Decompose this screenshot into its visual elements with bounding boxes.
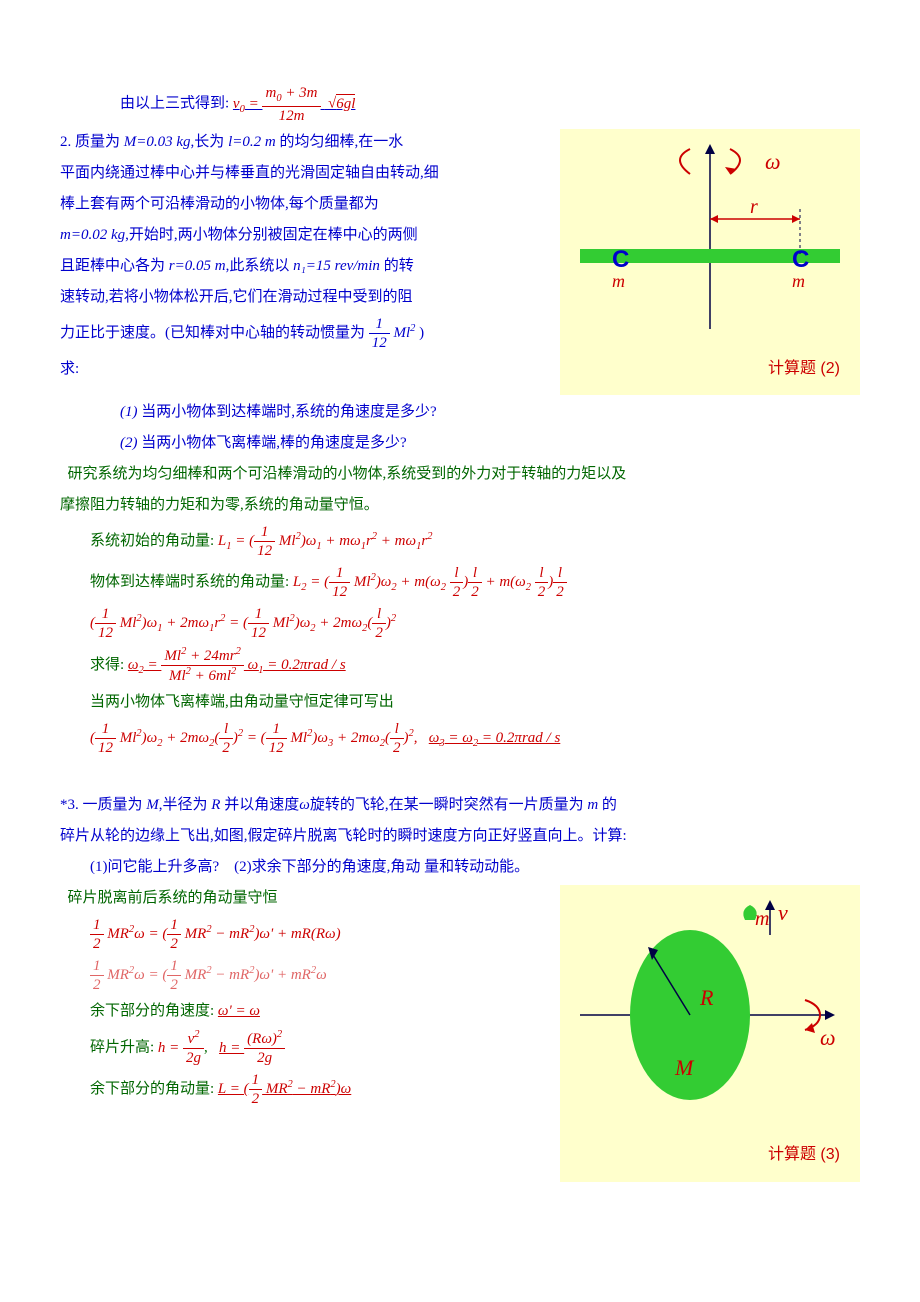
t: 并以角速度: [220, 797, 299, 813]
sol2-eq1: 系统初始的角动量: L1 = (112 Ml2)ω1 + mω1r2 + mω1…: [90, 523, 860, 560]
svg-text:R: R: [699, 985, 714, 1010]
prev-equation: 由以上三式得到: v0 = m0 + 3m12m √6gl: [120, 84, 860, 125]
svg-text:C: C: [792, 246, 809, 273]
t: (1): [120, 404, 138, 420]
t: M=0.03 kg: [124, 134, 191, 150]
t: 的转: [380, 258, 414, 274]
t: 碎片升高:: [90, 1040, 154, 1056]
t: M: [146, 797, 159, 813]
t: 余下部分的角动量:: [90, 1081, 214, 1097]
diagram-3: R M m v ω 计算题 (3): [560, 885, 860, 1182]
svg-text:ω: ω: [765, 149, 781, 174]
svg-text:v: v: [778, 900, 788, 925]
t: 当两小物体到达棒端时,系统的角速度是多少?: [138, 404, 437, 420]
p3-line2: 碎片从轮的边缘上飞出,如图,假定碎片脱离飞轮时的瞬时速度方向正好竖直向上。计算:: [60, 823, 860, 850]
svg-text:C: C: [612, 246, 629, 273]
p2-q2: (2) 当两小物体飞离棒端,棒的角速度是多少?: [120, 430, 860, 457]
sol2-intro2: 摩擦阻力转轴的力矩和为零,系统的角动量守恒。: [60, 492, 860, 519]
t: m=0.02 kg: [60, 227, 125, 243]
p2-q1: (1) 当两小物体到达棒端时,系统的角速度是多少?: [120, 399, 860, 426]
p3-line1: *3. 一质量为 M,半径为 R 并以角速度ω旋转的飞轮,在某一瞬时突然有一片质…: [60, 792, 860, 819]
svg-text:M: M: [674, 1055, 695, 1080]
t: (1)问它能上升多高?: [90, 859, 219, 875]
svg-text:m: m: [792, 271, 805, 291]
t: 力正比于速度。(已知棒对中心轴的转动惯量为: [60, 325, 369, 341]
t: (2): [120, 435, 138, 451]
t: ,长为: [191, 134, 229, 150]
t: r=0.05 m: [169, 258, 226, 274]
t: ,开始时,两小物体分别被固定在棒中心的两侧: [125, 227, 418, 243]
svg-text:r: r: [750, 196, 758, 218]
p3-qs: (1)问它能上升多高? (2)求余下部分的角速度,角动 量和转动动能。: [90, 854, 860, 881]
t: 的: [598, 797, 617, 813]
diagram3-label: 计算题 (3): [570, 1135, 850, 1172]
t: m: [587, 797, 598, 813]
eq-v0: v0 = m0 + 3m12m √6gl: [233, 84, 356, 125]
sol2-eq3: (112 Ml2)ω1 + 2mω1r2 = (112 Ml2)ω2 + 2mω…: [90, 605, 860, 642]
t: 碎片脱离前后系统的角动量守恒: [68, 890, 278, 906]
svg-text:m: m: [755, 908, 769, 930]
svg-text:m: m: [612, 271, 625, 291]
t: 系统初始的角动量:: [90, 533, 214, 549]
sol2-final: (112 Ml2)ω2 + 2mω2(l2)2 = (112 Ml2)ω3 + …: [90, 720, 860, 757]
diagram2-label: 计算题 (2): [570, 349, 850, 386]
prev-eq-label: 由以上三式得到:: [120, 96, 229, 112]
t: 当两小物体飞离棒端,棒的角速度是多少?: [138, 435, 407, 451]
diagram-2: ω r C m C m 计算题 (2): [560, 129, 860, 396]
t: 研究系统为均匀细棒和两个可沿棒滑动的小物体,系统受到的外力对于转轴的力矩以及: [68, 466, 627, 482]
t: *3. 一质量为: [60, 797, 146, 813]
t: 余下部分的角速度:: [90, 1003, 214, 1019]
t: 物体到达棒端时系统的角动量:: [90, 574, 289, 590]
sol2-after: 当两小物体飞离棒端,由角动量守恒定律可写出: [90, 689, 860, 716]
sol2-intro: 研究系统为均匀细棒和两个可沿棒滑动的小物体,系统受到的外力对于转轴的力矩以及: [60, 461, 860, 488]
svg-text:ω: ω: [820, 1025, 836, 1050]
t: l=0.2 m: [228, 134, 276, 150]
sol2-eq2: 物体到达棒端时系统的角动量: L2 = (112 Ml2)ω2 + m(ω2 l…: [90, 564, 860, 601]
t: ): [419, 325, 424, 341]
t: ω: [299, 797, 310, 813]
t: 2. 质量为: [60, 134, 124, 150]
t: 且距棒中心各为: [60, 258, 169, 274]
t: (2)求余下部分的角速度,角动 量和转动动能。: [234, 859, 529, 875]
t: 旋转的飞轮,在某一瞬时突然有一片质量为: [310, 797, 588, 813]
sol2-result: 求得: ω2 = Ml2 + 24mr2Ml2 + 6ml2 ω1 = 0.2π…: [90, 646, 860, 685]
t: 的均匀细棒,在一水: [276, 134, 404, 150]
t: ,半径为: [159, 797, 212, 813]
t: 求得:: [90, 657, 124, 673]
t: ,此系统以: [226, 258, 294, 274]
t: n₁=15 rev/min: [293, 258, 380, 274]
